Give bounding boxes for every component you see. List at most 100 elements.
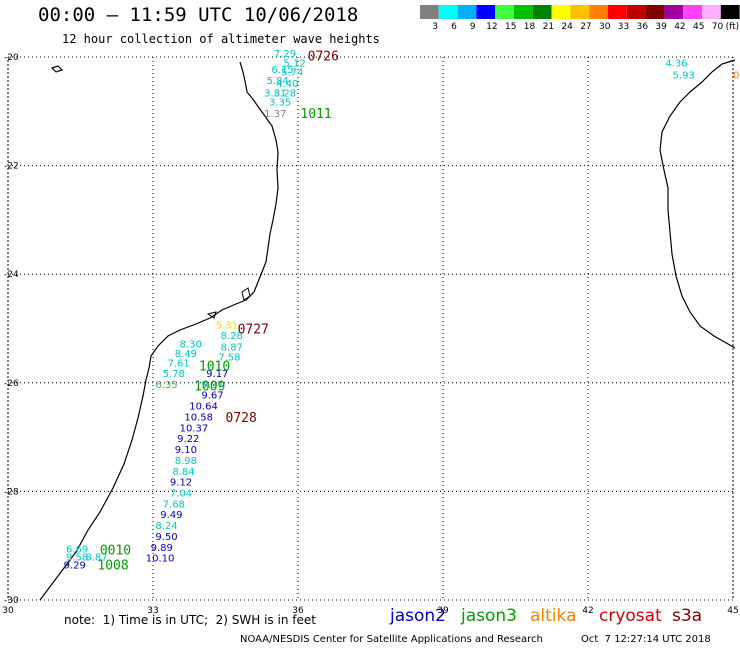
wave-height-label: 7.29 (274, 49, 296, 60)
observation-labels: 7.295.126.155.745.844.403.813.283.351.37… (64, 49, 740, 572)
wave-height-label: 9.12 (170, 478, 192, 489)
bazaruto-islands (206, 287, 251, 319)
lon-tick-label: 30 (2, 606, 14, 616)
scale-label: 33 (617, 22, 630, 32)
wave-height-label: 7.68 (163, 499, 185, 510)
footer-note: note: 1) Time is in UTC; 2) SWH is in fe… (64, 613, 316, 627)
scale-label: 27 (580, 22, 592, 32)
lat-tick-label: -26 (4, 379, 19, 389)
scale-swatch (495, 5, 514, 19)
pass-number-label: 1011 (300, 107, 331, 122)
wave-height-label: 6.15 (271, 65, 293, 76)
legend-s3a: s3a (672, 606, 703, 626)
lon-tick-label: 36 (292, 606, 304, 616)
scale-label: 21 (542, 22, 555, 32)
wave-height-label: 8.87 (221, 342, 243, 353)
scale-label: 9 (469, 22, 476, 32)
credit-text: NOAA/NESDIS Center for Satellite Applica… (240, 634, 543, 645)
scale-swatch (683, 5, 702, 19)
wave-height-label: 8.98 (175, 456, 197, 467)
wave-height-label: 9.37 (201, 380, 223, 391)
lat-tick-label: -30 (4, 596, 19, 606)
wave-height-label: 5.12 (284, 58, 306, 69)
wave-height-label: 10.58 (184, 412, 213, 423)
scale-label: 30 (599, 22, 611, 32)
scale-label: 39 (655, 22, 667, 32)
scale-swatch (645, 5, 665, 19)
pass-number-label: 1009 (194, 380, 225, 395)
legend-altika: altika (530, 606, 577, 626)
wave-height-label: 9.17 (206, 369, 228, 380)
lon-tick-label: 42 (582, 606, 593, 616)
pass-number-label: 0010 (100, 544, 131, 559)
coastline-madagascar (659, 59, 736, 349)
scale-swatch (626, 5, 646, 19)
pass-number-label: 0727 (238, 323, 269, 338)
pass-number-label: 0726 (308, 49, 339, 64)
lat-tick-label: -28 (4, 487, 19, 497)
scale-label: 45 (693, 22, 705, 32)
pass-number-label: 1008 (97, 559, 128, 574)
credit-timestamp: Oct 7 12:27:14 UTC 2018 (581, 634, 711, 645)
wave-height-label: 3.81 (264, 88, 286, 99)
wave-height-label: 8.84 (172, 467, 194, 478)
scale-swatch (664, 5, 684, 19)
wave-height-label: 6.35 (155, 380, 177, 391)
legend-cryosat: cryosat (599, 606, 662, 626)
scale-label: 70 (711, 22, 724, 32)
wave-height-label: 10.10 (146, 554, 175, 565)
scale-label: (ft) (725, 22, 740, 32)
wave-height-label: 7.58 (218, 353, 240, 364)
wave-height-label: 1.37 (264, 109, 286, 120)
scale-label: 18 (523, 22, 536, 32)
wave-height-label: 4.36 (665, 58, 687, 69)
lon-tick-label: 45 (727, 606, 738, 616)
scale-swatch (570, 5, 590, 19)
lat-tick-label: -24 (4, 270, 19, 280)
scale-label: 6 (451, 22, 457, 32)
scale-swatch (420, 5, 439, 19)
pass-number-label: 1010 (199, 359, 230, 374)
wave-height-label: 9.49 (160, 510, 182, 521)
map-frame (7, 56, 734, 601)
scale-swatch (702, 5, 721, 19)
wave-height-label: 7.04 (170, 488, 192, 499)
scale-swatch (608, 5, 627, 19)
wave-height-label: 4.40 (276, 79, 298, 90)
wave-height-label: 9.89 (151, 543, 173, 554)
wave-height-label: 9.10 (175, 445, 197, 456)
wave-height-label: 9.29 (64, 561, 86, 572)
wave-height-label: 0 (733, 70, 739, 81)
scale-swatch (514, 5, 533, 19)
wave-height-label: 9.58 (66, 553, 88, 564)
scale-swatch (551, 5, 571, 19)
wave-height-label: 5.78 (163, 369, 185, 380)
scale-swatch (589, 5, 608, 19)
pass-number-label: 0728 (226, 411, 257, 426)
page-subtitle: 12 hour collection of altimeter wave hei… (62, 32, 380, 46)
wave-height-label: 3.35 (269, 98, 291, 109)
lon-tick-label: 33 (147, 606, 158, 616)
wave-height-label: 8.87 (85, 553, 107, 564)
scale-swatch (720, 5, 740, 19)
wave-height-label: 9.22 (177, 434, 199, 445)
scale-label: 36 (636, 22, 649, 32)
scale-swatch (438, 5, 458, 19)
wave-height-label: 9.50 (155, 532, 177, 543)
page-title: 00:00 – 11:59 UTC 10/06/2018 (38, 4, 359, 26)
scale-label: 3 (432, 22, 439, 32)
scale-label: 12 (486, 22, 498, 32)
wave-height-label: 10.37 (180, 423, 209, 434)
scale-swatch (532, 5, 552, 19)
wave-height-label: 9.67 (201, 391, 223, 402)
map-grid: 30 33 36 39 42 45 -20 -22 -24 -26 -28 -30 (2, 53, 738, 616)
wave-height-label: 5.74 (281, 68, 303, 79)
island-outline (50, 65, 64, 73)
legend-jason3: jason3 (461, 606, 517, 626)
wave-height-label: 3.28 (274, 88, 296, 99)
wave-height-label: 7.61 (168, 359, 190, 370)
scale-label: 24 (561, 22, 573, 32)
wave-height-label: 5.84 (267, 76, 289, 87)
